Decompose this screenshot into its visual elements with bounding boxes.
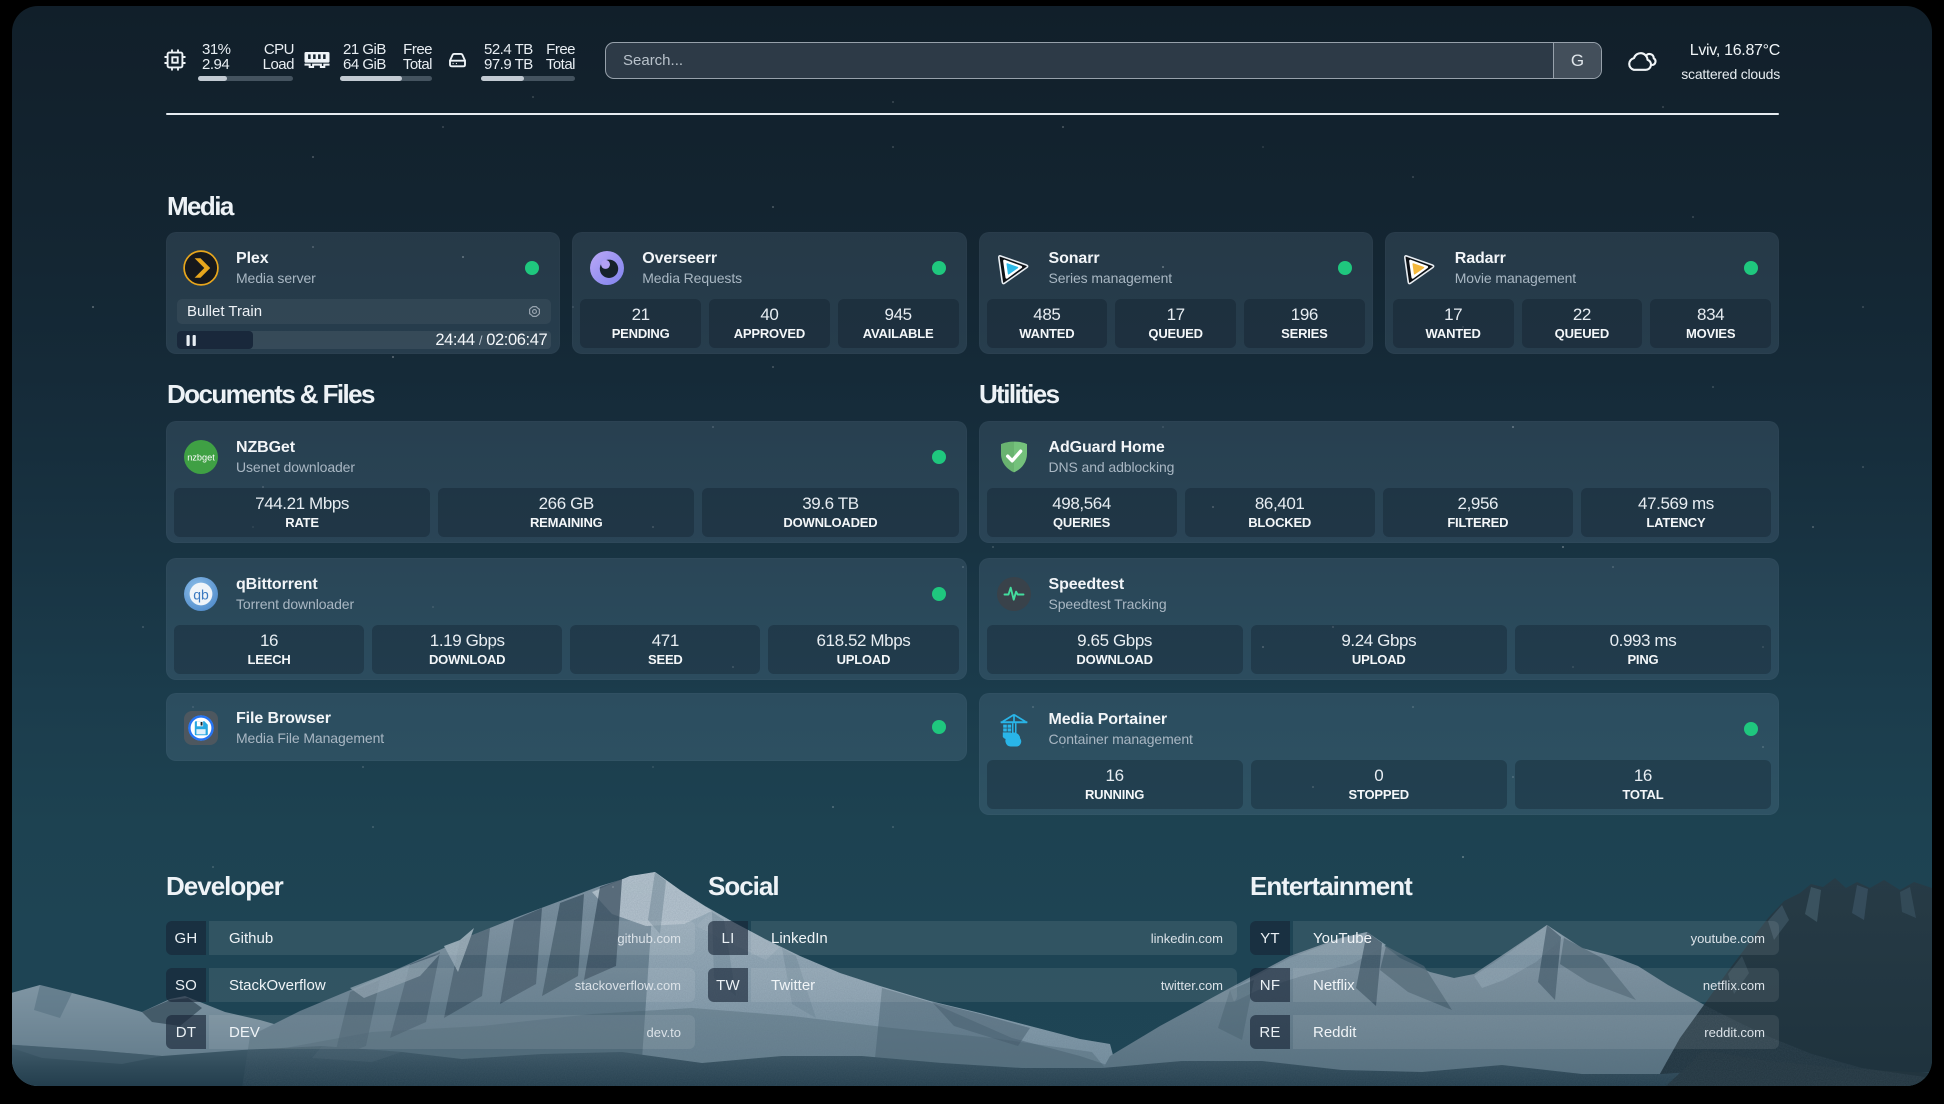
svg-text:qb: qb <box>193 586 209 602</box>
svg-text:nzbget: nzbget <box>187 453 215 463</box>
